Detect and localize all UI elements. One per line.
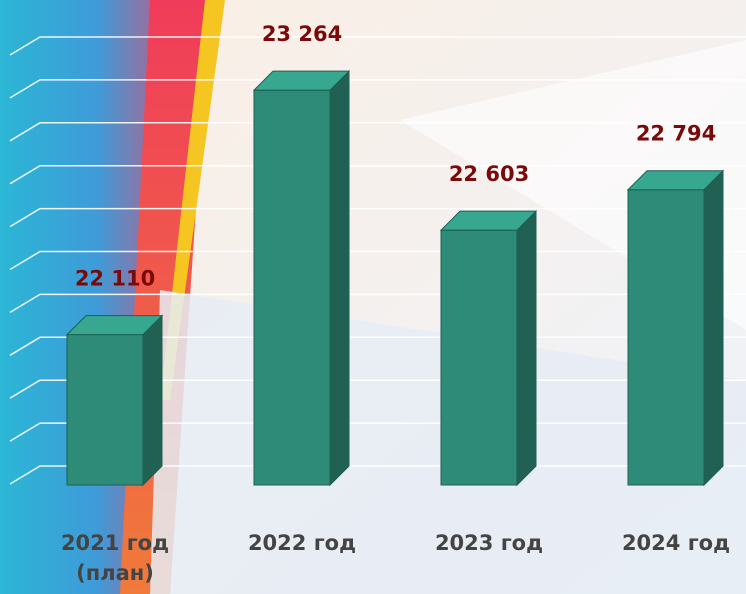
- x-tick-label: 2021 год (план): [45, 528, 185, 588]
- chart: 22 110 23 264 22 603 22 794 2021 год (план)…: [0, 0, 746, 594]
- bar-front: [628, 190, 704, 485]
- bar: [441, 211, 536, 485]
- x-tick-label: 2023 год: [404, 528, 574, 558]
- bar: [254, 71, 349, 485]
- bar: [628, 171, 723, 485]
- bar: [67, 316, 162, 485]
- bar-front: [67, 335, 143, 485]
- value-label: 22 794: [636, 122, 716, 146]
- bar-front: [254, 90, 330, 485]
- bar-front: [441, 230, 517, 485]
- bar-side: [143, 316, 162, 485]
- value-label: 23 264: [262, 22, 342, 46]
- bar-side: [330, 71, 349, 485]
- value-label: 22 110: [75, 267, 155, 291]
- x-tick-label: 2022 год: [217, 528, 387, 558]
- x-tick-label: 2024 год: [591, 528, 746, 558]
- bar-side: [517, 211, 536, 485]
- bar-side: [704, 171, 723, 485]
- chart-canvas: 22 110 23 264 22 603 22 794: [0, 0, 746, 594]
- value-label: 22 603: [449, 162, 529, 186]
